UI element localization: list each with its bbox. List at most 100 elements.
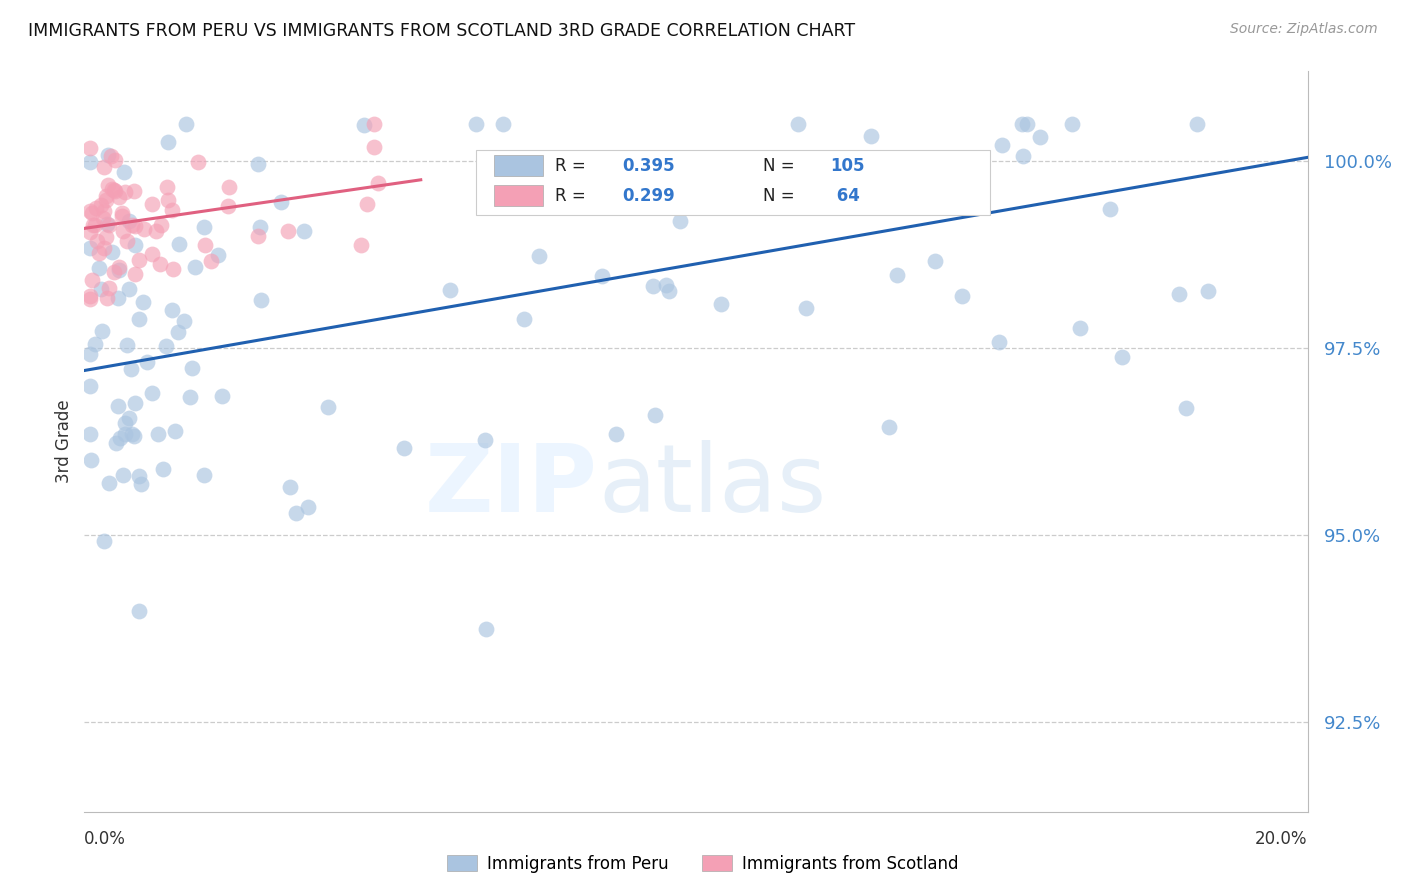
Point [193,220,215,235]
Point [367,176,389,190]
Point [132,294,155,309]
Point [1060,117,1083,131]
Point [124,184,146,198]
Point [141,196,163,211]
Point [103,264,125,278]
Point [89,245,111,260]
Point [101,181,124,195]
Point [1187,117,1209,131]
Point [285,506,308,520]
Point [112,467,135,482]
Point [1111,350,1133,364]
Point [101,245,124,260]
Point [669,213,692,227]
Point [527,249,550,263]
Point [465,117,488,131]
Point [149,257,172,271]
Point [79,292,101,306]
Point [886,268,908,282]
Point [363,139,385,153]
Point [115,234,138,248]
Point [350,237,373,252]
Point [96,193,118,207]
Point [211,389,233,403]
Text: ZIP: ZIP [425,440,598,532]
Point [128,312,150,326]
Point [1029,129,1052,144]
Point [162,262,184,277]
Point [627,185,650,199]
Point [124,219,146,233]
Point [316,400,339,414]
Point [950,288,973,302]
Point [121,426,143,441]
Point [129,476,152,491]
Point [86,234,108,248]
Text: N =: N = [763,157,800,175]
Point [439,284,461,298]
Text: Source: ZipAtlas.com: Source: ZipAtlas.com [1230,22,1378,37]
Point [120,361,142,376]
Point [152,462,174,476]
Point [474,622,496,636]
Point [294,224,316,238]
Point [644,408,666,422]
Point [654,277,676,292]
Text: 0.0%: 0.0% [84,830,127,848]
Point [141,247,163,261]
Point [90,197,112,211]
Point [97,178,120,193]
Point [107,190,129,204]
Point [356,197,378,211]
Text: 0.395: 0.395 [623,157,675,175]
Point [87,261,110,276]
Point [114,416,136,430]
Text: IMMIGRANTS FROM PERU VS IMMIGRANTS FROM SCOTLAND 3RD GRADE CORRELATION CHART: IMMIGRANTS FROM PERU VS IMMIGRANTS FROM … [28,22,855,40]
Point [1069,320,1091,334]
Point [98,218,121,232]
Point [1174,401,1197,416]
Point [79,426,101,441]
Point [79,289,101,303]
Point [107,263,129,277]
Point [641,278,664,293]
Point [710,296,733,310]
Text: 20.0%: 20.0% [1256,830,1308,848]
Point [94,189,117,203]
Point [247,157,270,171]
Point [246,229,269,244]
Point [394,441,416,455]
Point [194,237,217,252]
Point [121,218,143,232]
Point [141,386,163,401]
Point [877,420,900,434]
Point [155,339,177,353]
Point [90,282,112,296]
Text: 64: 64 [831,186,859,204]
Point [270,195,292,210]
Point [1168,287,1191,301]
Point [278,479,301,493]
Point [787,117,810,131]
Point [79,225,101,239]
Point [179,391,201,405]
Point [82,218,104,232]
Point [105,436,128,450]
Point [128,469,150,483]
Point [93,533,115,548]
Point [80,206,103,220]
Point [107,291,129,305]
Point [1098,202,1121,216]
Point [79,378,101,392]
Point [605,426,627,441]
Y-axis label: 3rd Grade: 3rd Grade [55,400,73,483]
Point [297,500,319,514]
Point [111,206,134,220]
Point [117,282,139,296]
Point [165,425,187,439]
Point [591,268,613,283]
Point [187,154,209,169]
Point [160,303,183,318]
Point [174,117,197,131]
Point [794,301,817,315]
